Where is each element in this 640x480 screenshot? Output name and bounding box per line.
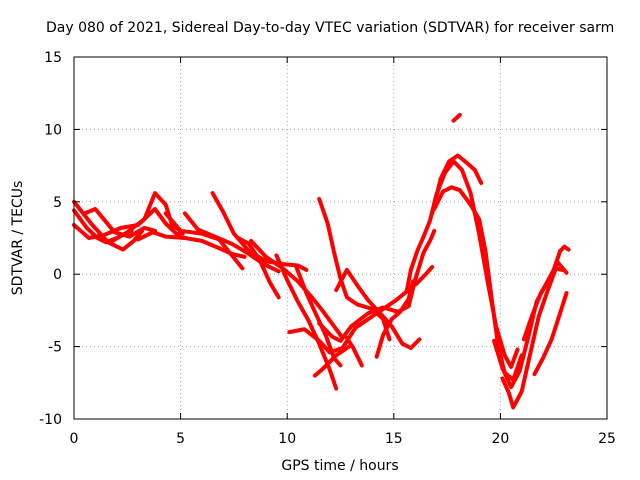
chart-title: Day 080 of 2021, Sidereal Day-to-day VTE… xyxy=(46,20,614,36)
y-tick-label: 10 xyxy=(44,122,62,138)
series-arc-24 xyxy=(451,112,462,123)
y-axis-ticks: -10 -5 0 5 10 15 xyxy=(39,50,607,428)
x-tick-label: 20 xyxy=(491,431,509,447)
y-tick-label: -10 xyxy=(39,412,62,428)
data-traces xyxy=(72,112,571,410)
series-arc-28 xyxy=(532,291,569,377)
series-arc-21 xyxy=(404,159,520,369)
series-arc-11 xyxy=(249,238,345,340)
y-tick-label: 0 xyxy=(53,267,62,283)
series-arc-10 xyxy=(236,236,281,300)
x-tick-label: 15 xyxy=(385,431,403,447)
y-axis-label: SDTVAR / TECUs xyxy=(10,181,26,296)
series-arc-16 xyxy=(287,265,435,355)
series-arc-18 xyxy=(312,344,351,378)
series-arc-12 xyxy=(274,253,339,391)
x-tick-label: 5 xyxy=(176,431,185,447)
y-tick-label: 15 xyxy=(44,50,62,66)
series-arc-26 xyxy=(500,266,565,410)
series-arc-23 xyxy=(432,185,524,382)
y-tick-label: -5 xyxy=(48,340,62,356)
x-tick-label: 0 xyxy=(70,431,79,447)
series-arc-27 xyxy=(521,260,569,342)
series-arc-20 xyxy=(374,279,415,359)
y-tick-label: 5 xyxy=(53,195,62,211)
series-arc-1 xyxy=(72,199,145,252)
x-axis-label: GPS time / hours xyxy=(281,458,398,474)
x-tick-label: 25 xyxy=(598,431,616,447)
series-arc-19 xyxy=(344,335,364,368)
plot-frame xyxy=(73,56,608,420)
x-axis-ticks: 0 5 10 15 20 25 xyxy=(70,57,616,447)
x-tick-label: 10 xyxy=(278,431,296,447)
series-arc-14 xyxy=(317,196,392,342)
series-arc-17 xyxy=(317,228,437,343)
series-arc-4 xyxy=(82,207,157,239)
series-arc-5 xyxy=(108,191,183,245)
series-arc-22 xyxy=(430,153,484,216)
